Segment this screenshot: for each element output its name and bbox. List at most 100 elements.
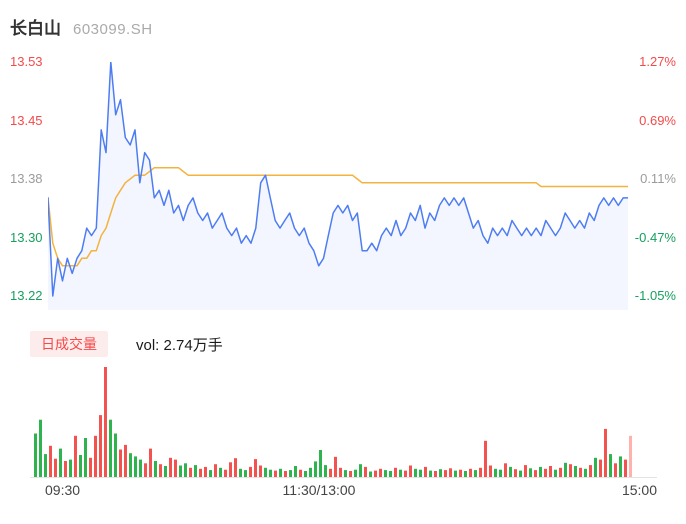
volume-bar [339, 467, 342, 477]
time-tick-noon: 11:30/13:00 [282, 482, 356, 498]
volume-bar [54, 458, 57, 477]
volume-bar [609, 454, 612, 477]
volume-bar [34, 433, 37, 477]
volume-bar [504, 463, 507, 477]
volume-bar [334, 456, 337, 477]
volume-bar [179, 465, 182, 477]
volume-bar [419, 469, 422, 477]
volume-bar [264, 467, 267, 477]
volume-bar [529, 468, 532, 477]
volume-bar [164, 466, 167, 477]
price-tick-label: 13.53 [10, 54, 43, 69]
volume-bar [464, 471, 467, 477]
volume-bar [124, 444, 127, 477]
volume-bar [554, 469, 557, 477]
volume-legend-row: 日成交量 vol: 2.74万手 [30, 331, 223, 357]
price-area-fill [48, 62, 628, 310]
volume-bar [144, 463, 147, 477]
volume-bar [489, 465, 492, 477]
price-tick-label: 13.45 [10, 112, 43, 128]
volume-bar [509, 466, 512, 477]
volume-bar [49, 445, 52, 477]
volume-bar [149, 448, 152, 477]
volume-bar [104, 367, 107, 477]
volume-bar [199, 468, 202, 477]
volume-bar [434, 471, 437, 477]
percent-tick-label: -0.47% [634, 229, 676, 245]
time-tick-close: 15:00 [621, 482, 657, 498]
volume-bar [409, 465, 412, 477]
volume-bar [424, 466, 427, 477]
volume-bar [569, 464, 572, 477]
volume-bar [549, 466, 552, 477]
volume-bar [414, 468, 417, 477]
volume-bar [534, 470, 537, 477]
percent-tick-label: 1.27% [639, 54, 676, 69]
volume-bar [109, 419, 112, 477]
volume-bar [194, 465, 197, 477]
volume-bar [359, 464, 362, 477]
price-tick-label: 13.30 [10, 229, 43, 245]
volume-bar [399, 469, 402, 477]
volume-bar [614, 463, 617, 477]
volume-bar [94, 435, 97, 477]
volume-bar [254, 459, 257, 477]
volume-bar [374, 470, 377, 477]
volume-bar [204, 466, 207, 477]
volume-bar [114, 433, 117, 477]
volume-bar [564, 462, 567, 477]
volume-bar [64, 461, 67, 477]
volume-bar [214, 464, 217, 477]
volume-bar [354, 469, 357, 477]
volume-bar [394, 467, 397, 477]
volume-bar [584, 468, 587, 477]
volume-bar [439, 469, 442, 477]
price-tick-label: 13.38 [10, 171, 43, 186]
volume-bar [474, 470, 477, 477]
volume-bar [519, 470, 522, 477]
volume-bar [479, 467, 482, 477]
price-chart-canvas[interactable] [48, 62, 628, 310]
volume-bar [619, 456, 622, 477]
volume-bar [344, 470, 347, 477]
volume-bar [454, 470, 457, 477]
volume-bar [589, 465, 592, 477]
volume-bar [484, 440, 487, 477]
volume-bar [239, 468, 242, 477]
percent-tick-label: 0.11% [640, 171, 676, 186]
volume-bar [429, 470, 432, 477]
volume-bar [579, 467, 582, 477]
volume-bar [324, 465, 327, 477]
volume-bar [79, 455, 82, 477]
volume-bar [184, 463, 187, 477]
volume-bar [319, 450, 322, 477]
volume-bar [369, 471, 372, 477]
average-price-line [48, 166, 628, 267]
volume-bar [629, 435, 632, 477]
volume-bar [44, 454, 47, 477]
percent-tick-label: -1.05% [634, 288, 676, 303]
volume-bar [174, 459, 177, 477]
volume-bar [379, 468, 382, 477]
volume-bar [269, 469, 272, 477]
volume-chart-canvas[interactable] [34, 366, 634, 477]
volume-bar [284, 471, 287, 477]
volume-bar [89, 457, 92, 477]
percent-tick-label: 0.69% [639, 112, 676, 128]
volume-bar [99, 415, 102, 477]
volume-bar [189, 467, 192, 477]
volume-bar [209, 470, 212, 477]
volume-bar [389, 471, 392, 477]
volume-bar [574, 466, 577, 477]
volume-bar [444, 470, 447, 477]
volume-badge[interactable]: 日成交量 [30, 331, 108, 357]
volume-bar [119, 449, 122, 477]
volume-value-label: vol: 2.74万手 [136, 336, 223, 354]
volume-bar [69, 459, 72, 477]
volume-bar [159, 464, 162, 477]
volume-bar [384, 470, 387, 477]
volume-bar [154, 461, 157, 477]
header: 长白山 603099.SH [10, 14, 153, 39]
volume-bar [594, 457, 597, 477]
